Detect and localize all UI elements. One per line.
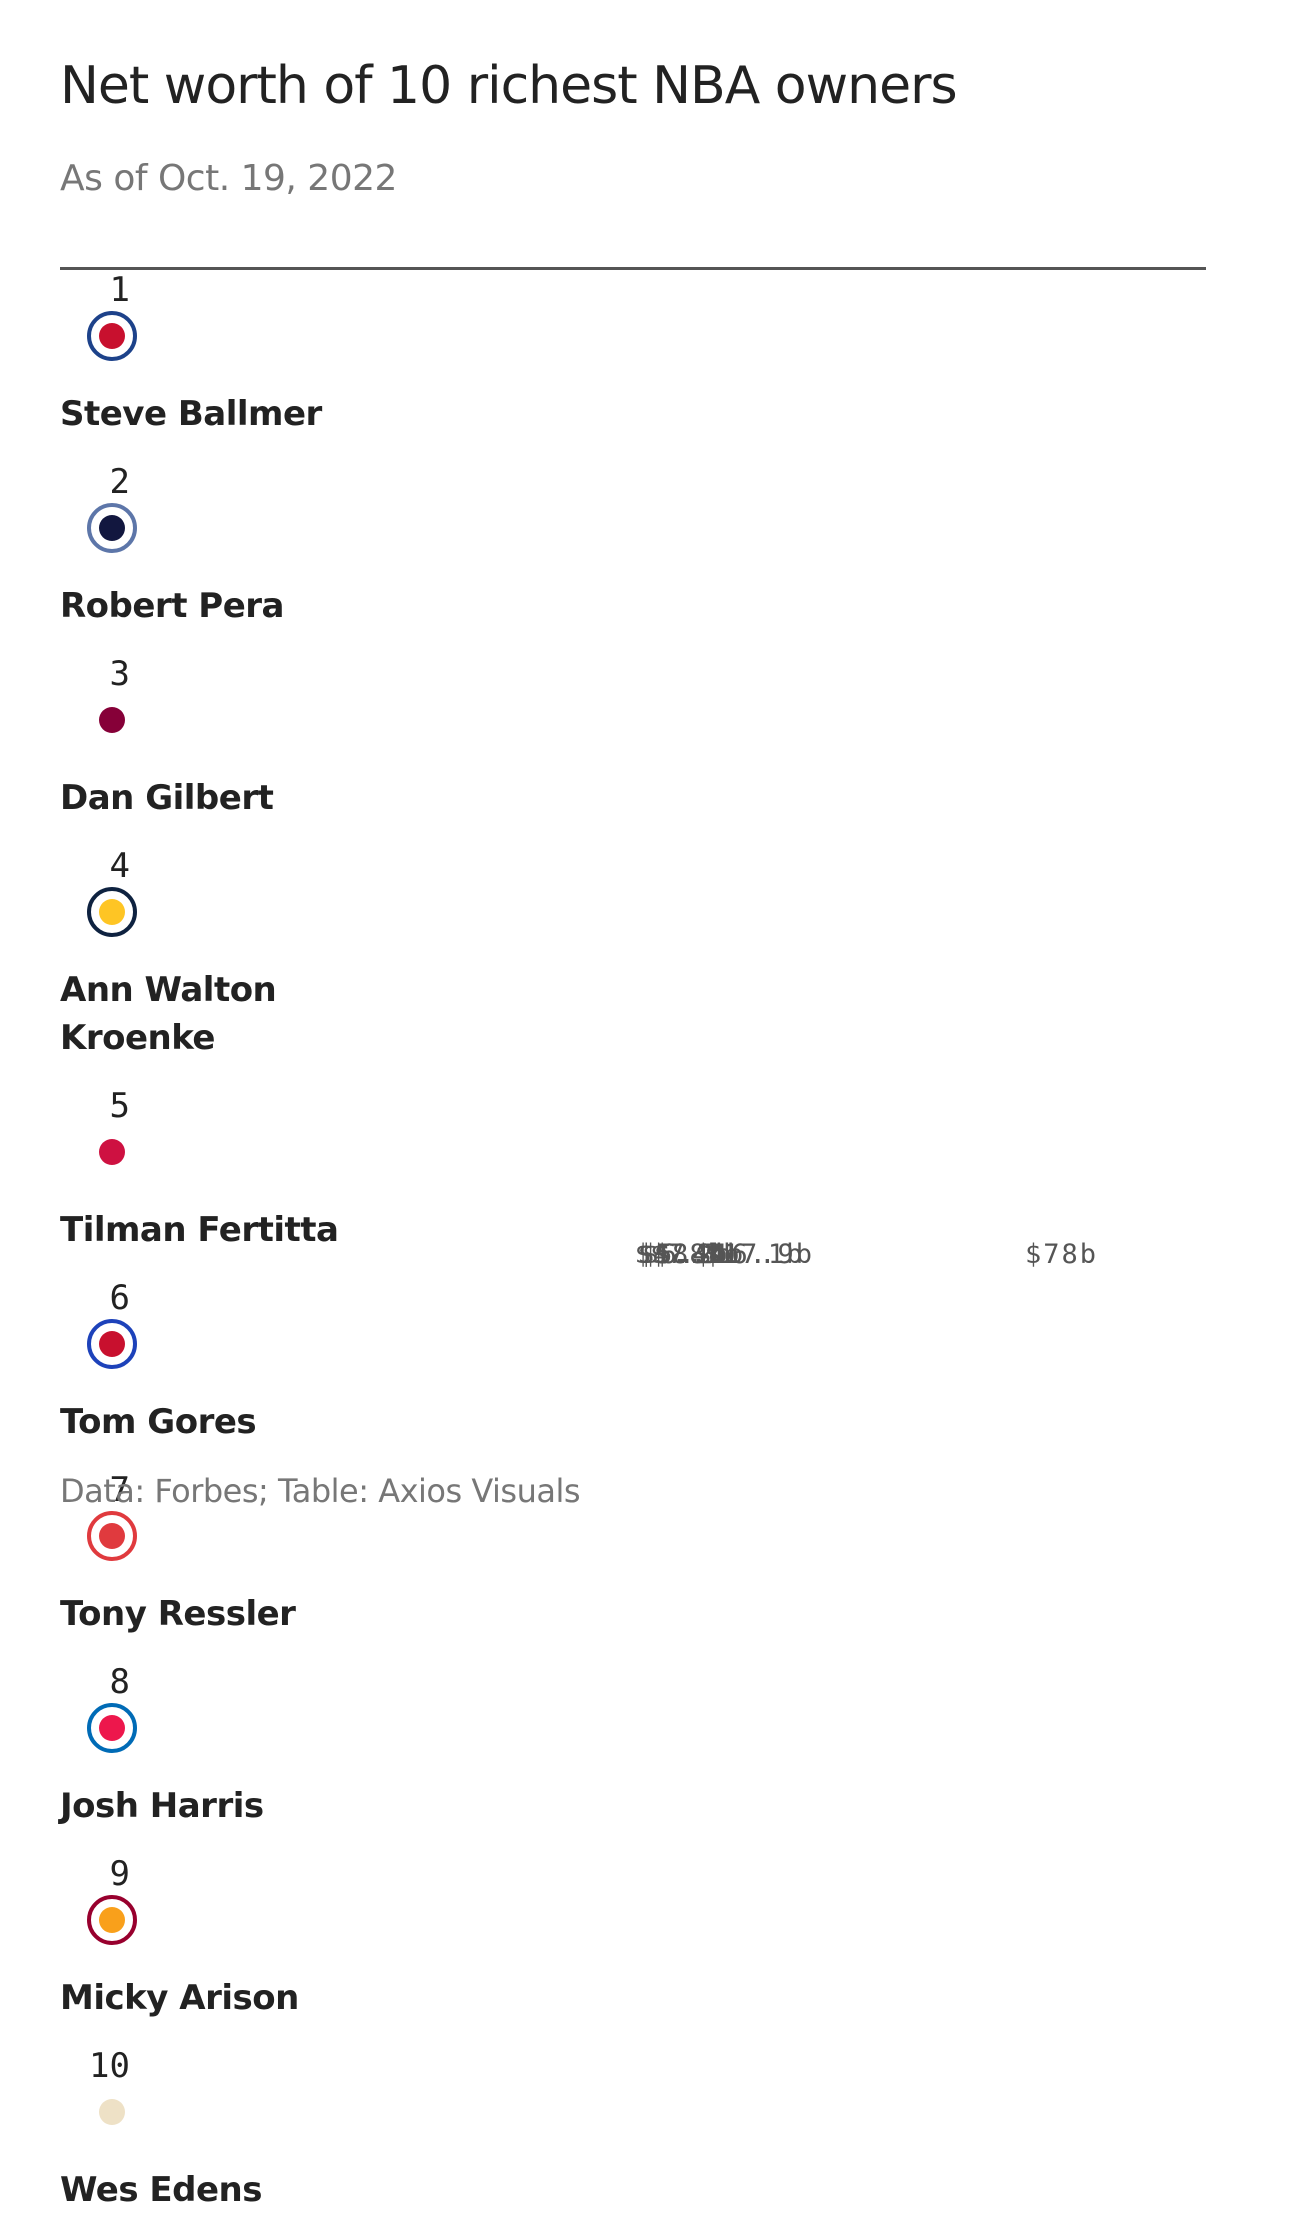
chart-title: Net worth of 10 richest NBA owners	[60, 56, 958, 116]
row: 4 Ann Walton Kroenke $8.4b	[60, 846, 1206, 1270]
value-label: $17.9b	[704, 1238, 814, 1270]
name: Tilman Fertitta	[60, 1210, 339, 1250]
value-label: $8.4b	[653, 1238, 746, 1270]
bar-row: $16.1b	[593, 270, 804, 2238]
name: Ann Walton Kroenke	[60, 970, 277, 1058]
rank: 3	[109, 654, 130, 694]
rank: 1	[109, 270, 130, 310]
team-logo	[99, 1139, 125, 1165]
name: Steve Ballmer	[60, 394, 322, 434]
row: 3 Dan Gilbert $16.1b	[60, 654, 1206, 1270]
bar-row: $4.8b	[593, 270, 726, 2238]
row: 5 Tilman Fertitta $7.7b	[60, 1086, 1206, 1278]
rank: 4	[109, 846, 130, 886]
value-label: $4.8b	[634, 1238, 726, 1270]
row: 1 Steve Ballmer $78b	[60, 270, 1206, 1270]
value-label: $16.1b	[694, 1238, 805, 1270]
team-logo	[87, 1895, 137, 1945]
team-logo	[87, 1703, 137, 1753]
source-note: Data: Forbes; Table: Axios Visuals	[60, 1472, 581, 1510]
team-logo	[87, 311, 137, 361]
bar-row: $5.4b	[593, 270, 729, 2238]
bar-row: $78b	[593, 270, 1098, 2238]
name: Tony Ressler	[60, 1594, 296, 1634]
bar-table: 1 Steve Ballmer $78b 2 Robert Pera $17.9b 3 Dan…	[60, 267, 1206, 2238]
chart-subtitle: As of Oct. 19, 2022	[60, 158, 397, 199]
rank: 2	[109, 462, 130, 502]
team-logo	[87, 1511, 137, 1561]
rank: 8	[109, 1662, 130, 1702]
bar-row: $8.4b	[593, 270, 745, 2238]
team-logo	[87, 887, 137, 937]
rank: 9	[109, 1854, 130, 1894]
bar-row: $7.7b	[593, 270, 741, 2238]
bar-row: $6.2b	[593, 270, 733, 2238]
name: Tom Gores	[60, 1402, 257, 1442]
name: Wes Edens	[60, 2170, 263, 2210]
bar-row: $5.4b	[593, 270, 729, 2238]
row: 2 Robert Pera $17.9b	[60, 462, 1206, 1270]
rank: 5	[109, 1086, 130, 1126]
name: Micky Arison	[60, 1978, 299, 2018]
team-logo	[99, 2099, 125, 2125]
team-logo	[99, 707, 125, 733]
rank: 7	[109, 1470, 130, 1510]
team-logo	[87, 503, 137, 553]
team-logo	[87, 1319, 137, 1369]
value-label: $6.2b	[642, 1238, 734, 1270]
row: 6 Tom Gores $6.2b	[60, 1239, 1206, 1470]
rank: 10	[89, 2046, 130, 2086]
bar-row: $5.4b	[593, 270, 729, 2238]
value-label: $5.4b	[637, 1238, 730, 1270]
name: Robert Pera	[60, 586, 284, 626]
bar-row: $17.9b	[593, 270, 814, 2238]
value-label: $5.4b	[637, 1238, 730, 1270]
rank: 6	[109, 1278, 130, 1318]
value-label: $5.4b	[637, 1238, 730, 1270]
value-label: $7.7b	[650, 1238, 742, 1270]
page: Net worth of 10 richest NBA owners As of…	[60, 56, 1206, 2210]
name: Josh Harris	[60, 1786, 264, 1826]
name: Dan Gilbert	[60, 778, 274, 818]
value-label: $78b	[1025, 1238, 1099, 1270]
